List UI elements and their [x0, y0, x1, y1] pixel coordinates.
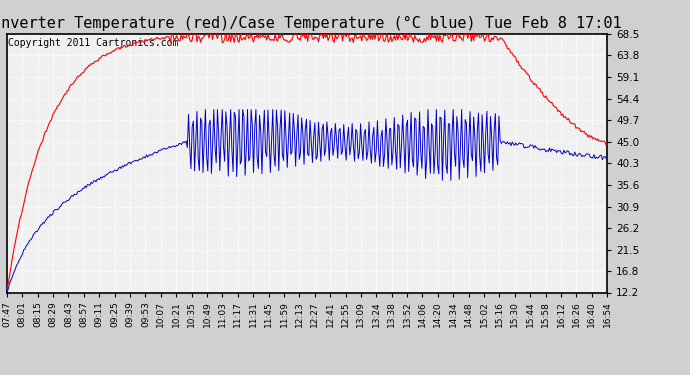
Title: Inverter Temperature (red)/Case Temperature (°C blue) Tue Feb 8 17:01: Inverter Temperature (red)/Case Temperat…	[0, 16, 622, 31]
Text: Copyright 2011 Cartronics.com: Copyright 2011 Cartronics.com	[8, 38, 179, 48]
